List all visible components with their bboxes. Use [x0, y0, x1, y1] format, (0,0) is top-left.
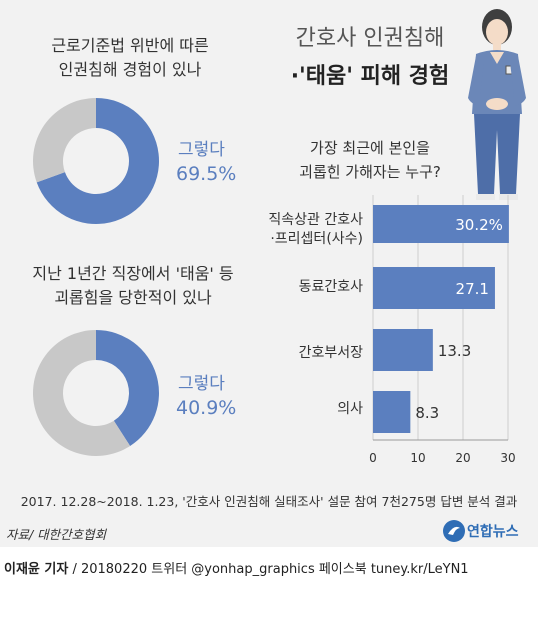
bar-xtick-2: 10 — [410, 451, 425, 465]
source: 자료/ 대한간호협회 — [6, 527, 107, 542]
donut2-slice-1 — [96, 330, 160, 446]
credit-rest: / 20180220 트위터 @yonhap_graphics 페이스북 tun… — [68, 562, 469, 577]
donut2-question: 지난 1년간 직장에서 '태움' 등 괴롭힘을 당한적이 있나 — [8, 262, 258, 310]
donut2-label: 그렇다 — [178, 374, 225, 394]
donut1-slice-1 — [36, 98, 160, 224]
donut2-question-line2: 괴롭힘을 당한적이 있나 — [54, 288, 212, 307]
bar-category-1: 직속상관 간호사 ·프리셉터(사수) — [200, 211, 363, 249]
donut2-question-line1: 지난 1년간 직장에서 '태움' 등 — [32, 264, 234, 283]
bar-value-label-2: 27.1 — [456, 280, 489, 298]
donut1-label: 그렇다 — [178, 140, 225, 160]
bar-value-label-1: 30.2% — [455, 216, 503, 234]
bar-xtick-3: 20 — [455, 451, 470, 465]
bar-category-4: 의사 — [337, 401, 363, 417]
bar-xtick-4: 30 — [500, 451, 515, 465]
bar-question-line1: 가장 최근에 본인을 — [310, 139, 430, 157]
bar-4 — [373, 391, 411, 433]
donut1-question-line1: 근로기준법 위반에 따른 — [51, 36, 209, 55]
bar-2 — [373, 267, 495, 309]
credit-line: 이재윤 기자 / 20180220 트위터 @yonhap_graphics 페… — [4, 558, 469, 577]
donut1-question: 근로기준법 위반에 따른 인권침해 경험이 있나 — [20, 34, 240, 82]
donut1-value: 69.5% — [176, 163, 237, 185]
logo-text: 연합뉴스 — [467, 524, 519, 540]
yonhap-logo-icon — [443, 520, 465, 542]
bar-category-3: 간호부서장 — [298, 345, 363, 361]
donut2-value: 40.9% — [176, 397, 237, 419]
footnote: 2017. 12.28~2018. 1.23, '간호사 인권침해 실태조사' … — [20, 494, 518, 509]
bar-question: 가장 최근에 본인을 괴롭힌 가해자는 누구? — [270, 136, 470, 184]
bar-value-label-4: 8.3 — [415, 404, 439, 422]
nurse-illustration — [468, 9, 526, 200]
bar-3 — [373, 329, 433, 371]
donut1-question-line2: 인권침해 경험이 있나 — [58, 60, 202, 79]
title-line2: ·'태움' 피해 경험 — [290, 64, 450, 89]
donut1-chart — [32, 98, 160, 224]
credit-reporter: 이재윤 기자 — [4, 562, 69, 577]
bar-1 — [373, 205, 509, 243]
bar-category-2: 동료간호사 — [298, 279, 363, 295]
bar-xtick-1: 0 — [369, 451, 377, 465]
title-line1: 간호사 인권침해 — [295, 26, 445, 51]
bar-category-1-line1: 직속상관 간호사 — [268, 212, 363, 228]
donut2-chart — [33, 330, 160, 456]
bar-category-1-line2: ·프리셉터(사수) — [270, 231, 363, 247]
donut2-slice-2 — [33, 330, 131, 456]
bar-chart: 0 10 20 30 30.2% 27.1 13.3 8.3 — [369, 195, 516, 465]
bar-value-label-3: 13.3 — [438, 342, 471, 360]
donut1-slice-2 — [32, 98, 96, 183]
bar-question-line2: 괴롭힌 가해자는 누구? — [299, 163, 441, 181]
